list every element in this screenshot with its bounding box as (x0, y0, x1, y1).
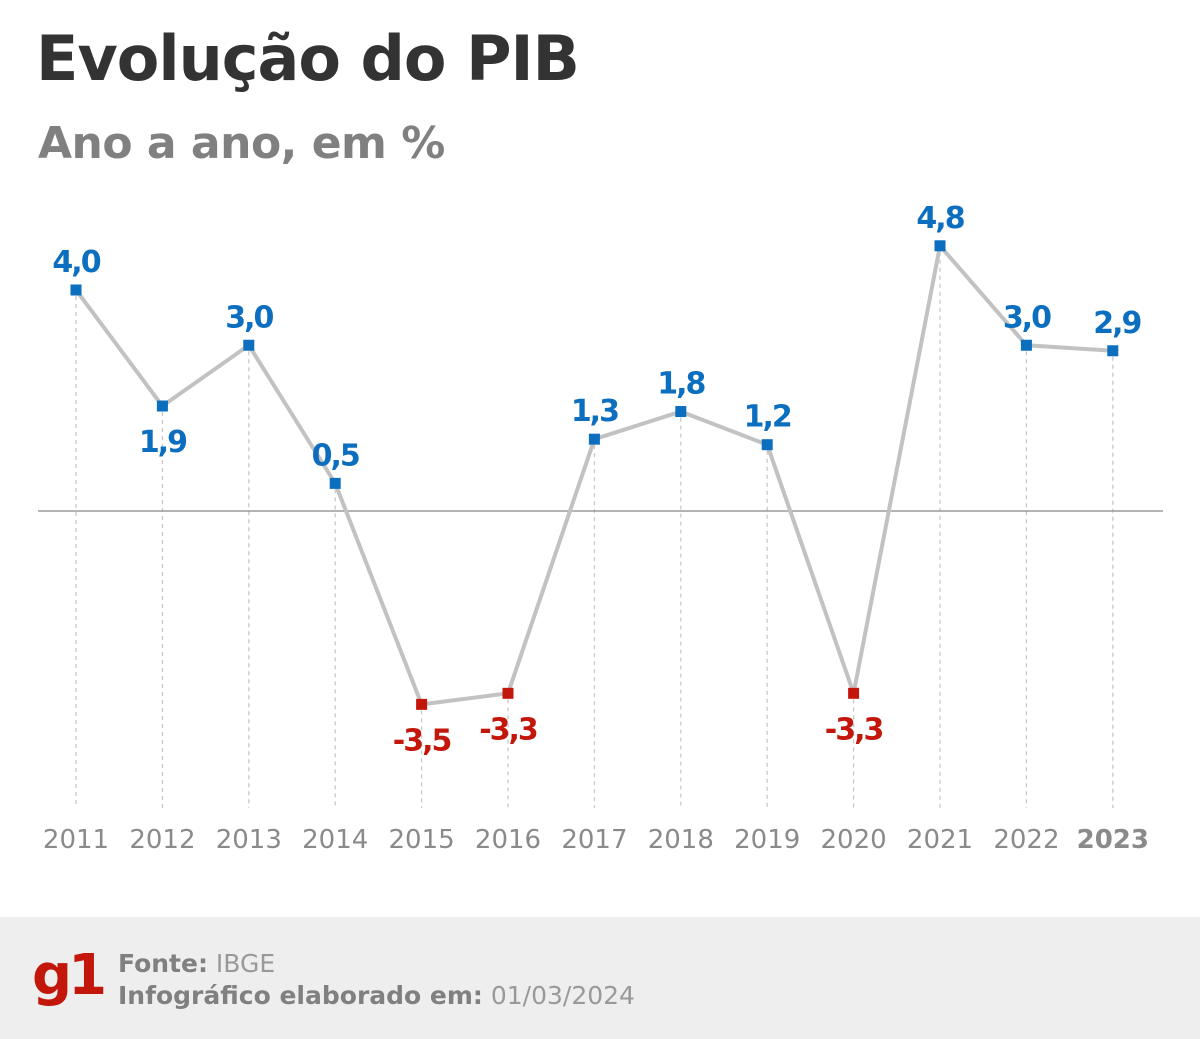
data-point-2023 (1107, 345, 1119, 357)
x-tick-label-2012: 2012 (129, 825, 195, 855)
x-tick-label-2020: 2020 (821, 825, 887, 855)
date-label: Infográfico elaborado em: (118, 981, 483, 1010)
date-line: Infográfico elaborado em: 01/03/2024 (118, 981, 635, 1010)
data-label-2011: 4,0 (52, 245, 100, 280)
source-line: Fonte: IBGE (118, 949, 275, 978)
source-value: IBGE (215, 949, 276, 978)
data-point-2019 (761, 439, 773, 451)
data-label-2023: 2,9 (1093, 306, 1140, 341)
x-tick-label-2015: 2015 (389, 825, 455, 855)
data-point-2020 (848, 687, 860, 699)
x-tick-label-2018: 2018 (648, 825, 714, 855)
data-point-2016 (502, 687, 514, 699)
data-label-2017: 1,3 (571, 394, 618, 429)
chart-title: Evolução do PIB (36, 22, 580, 95)
x-tick-label-2017: 2017 (561, 825, 627, 855)
x-tick-label-2014: 2014 (302, 825, 368, 855)
data-label-2021: 4,8 (916, 201, 964, 236)
data-label-2019: 1,2 (744, 400, 791, 435)
x-tick-label-2019: 2019 (734, 825, 800, 855)
date-value: 01/03/2024 (490, 981, 635, 1010)
data-label-2022: 3,0 (1003, 300, 1051, 335)
data-label-2018: 1,8 (657, 367, 705, 402)
data-label-2012: 1,9 (139, 425, 186, 460)
line-chart: 4,0 2011 1,9 2012 3,0 2013 0,5 2014 -3,5 2015 -3,3… (38, 201, 1163, 855)
data-point-2014 (329, 477, 341, 489)
data-point-2015 (416, 698, 428, 710)
data-label-2014: 0,5 (312, 438, 359, 473)
x-tick-label-2011: 2011 (43, 825, 109, 855)
x-tick-label-2023: 2023 (1077, 825, 1149, 855)
data-point-2012 (156, 400, 168, 412)
g1-logo: g1 (32, 943, 107, 1008)
x-tick-label-2021: 2021 (907, 825, 973, 855)
data-label-2016: -3,3 (479, 712, 537, 747)
data-point-2017 (588, 433, 600, 445)
x-tick-label-2013: 2013 (216, 825, 282, 855)
source-label: Fonte: (118, 949, 208, 978)
x-tick-label-2016: 2016 (475, 825, 541, 855)
data-point-2018 (675, 406, 687, 418)
data-point-2011 (70, 284, 82, 296)
data-label-2015: -3,5 (393, 723, 451, 758)
data-label-2020: -3,3 (825, 712, 883, 747)
x-tick-label-2022: 2022 (993, 825, 1059, 855)
data-point-2022 (1020, 339, 1032, 351)
data-point-2013 (243, 339, 255, 351)
data-label-2013: 3,0 (225, 300, 273, 335)
chart-subtitle: Ano a ano, em % (38, 118, 445, 169)
data-point-2021 (934, 240, 946, 252)
footer: g1 Fonte: IBGE Infográfico elaborado em:… (0, 917, 1200, 1039)
